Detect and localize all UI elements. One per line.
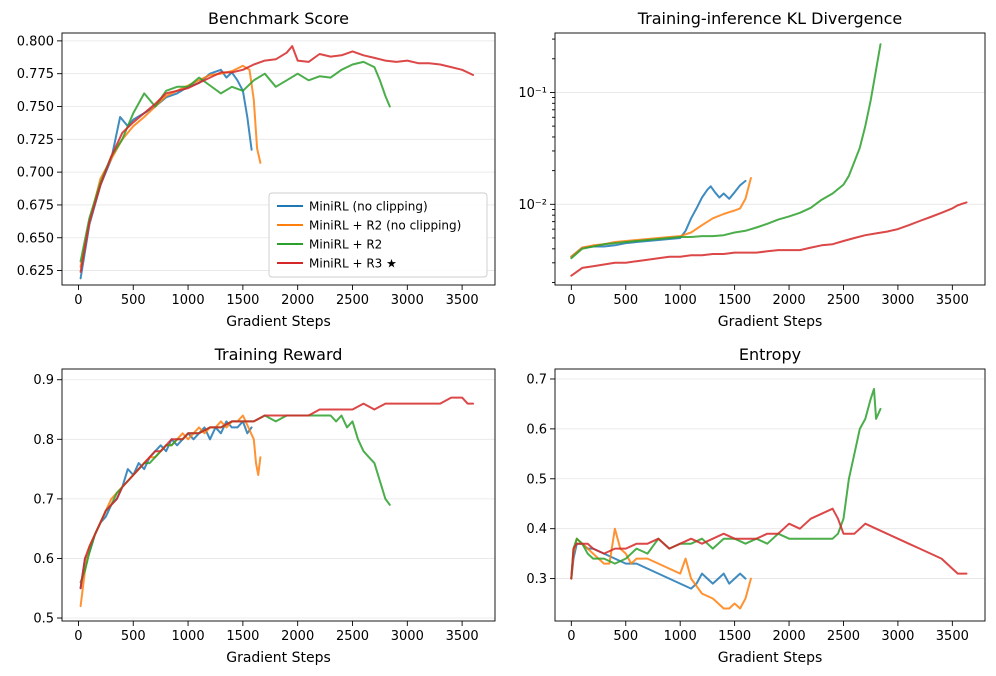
panel-entropy: Entropy Gradient Steps 0 500 1000 1500 2000 2… [526,345,986,666]
series-line-minirl-r3 [79,396,475,590]
y-tick-label: 0.3 [526,572,547,587]
series-line-minirl-r2 [79,60,391,263]
series-line-minirl-r2 [570,43,882,260]
y-tick-label: 10⁻¹ [518,86,547,101]
x-tick-label: 1500 [226,629,259,644]
panel-title: Entropy [739,345,801,364]
x-tick-label: 0 [567,629,575,644]
y-tick-label: 0.4 [526,522,547,537]
x-tick-label: 3500 [936,293,969,308]
x-tick-label: 3000 [391,629,424,644]
x-axis-label: Gradient Steps [226,314,331,330]
legend: MiniRL (no clipping) MiniRL + R2 (no clip… [268,192,488,278]
x-tick-label: 1000 [664,629,697,644]
series-line-minirl-r2-no-clipping [570,527,752,610]
x-tick-label: 2000 [773,293,806,308]
legend-box [268,192,488,278]
x-tick-label: 0 [74,293,82,308]
panel-kl-divergence: Training-inference KL Divergence Gradien… [518,9,986,330]
x-tick-label: 500 [613,629,638,644]
x-tick-label: 2500 [336,629,369,644]
x-tick-label: 3000 [881,629,914,644]
series-line-minirl-no-clipping [79,68,253,280]
series-line-minirl-no-clipping [570,179,747,258]
legend-label: MiniRL (no clipping) [309,200,428,214]
x-tick-label: 2500 [336,293,369,308]
y-tick-label: 0.9 [33,373,54,388]
x-tick-label: 500 [613,293,638,308]
y-tick-label: 0.6 [526,422,547,437]
series-line-minirl-r3 [570,201,968,277]
y-tick-label: 0.800 [17,34,54,49]
y-tick-label: 0.7 [526,372,547,387]
x-tick-label: 3000 [391,293,424,308]
panel-title: Benchmark Score [208,9,349,28]
plot-frame [554,368,986,622]
x-tick-label: 1000 [664,293,697,308]
y-tick-label: 0.625 [17,264,54,279]
x-tick-label: 2000 [773,629,806,644]
plot-frame [61,32,496,286]
x-axis-label: Gradient Steps [226,650,331,666]
panel-benchmark-score: Benchmark Score Gradient Steps 0 500 1000 1… [17,9,496,330]
y-tick-label: 0.775 [17,67,54,82]
series-line-minirl-r2-no-clipping [79,64,262,268]
x-tick-label: 2000 [281,293,314,308]
x-tick-label: 2500 [827,293,860,308]
y-tick-label: 0.750 [17,100,54,115]
y-tick-label: 0.7 [33,492,54,507]
y-tick-label: 0.700 [17,166,54,181]
x-tick-label: 3500 [446,293,479,308]
plot-frame [554,32,986,286]
legend-label: MiniRL + R2 [309,238,382,252]
x-axis-label: Gradient Steps [718,314,823,330]
x-tick-label: 2500 [827,629,860,644]
series-line-minirl-r3 [79,45,475,273]
panel-title: Training Reward [214,345,343,364]
y-tick-label: 0.5 [33,612,54,627]
legend-label: MiniRL + R3 ★ [309,257,397,271]
y-tick-label: 0.6 [33,552,54,567]
x-tick-label: 0 [74,629,82,644]
x-tick-label: 500 [121,293,146,308]
series-line-minirl-r2 [570,388,882,580]
x-tick-label: 1500 [718,629,751,644]
x-tick-label: 500 [121,629,146,644]
y-tick-label: 0.725 [17,133,54,148]
x-tick-label: 0 [567,293,575,308]
y-tick-label: 10⁻² [518,198,547,213]
panel-training-reward: Training Reward Gradient Steps 0 500 1000 1… [33,345,496,666]
x-tick-label: 1500 [718,293,751,308]
x-axis-label: Gradient Steps [718,650,823,666]
x-tick-label: 3000 [881,293,914,308]
x-tick-label: 3500 [936,629,969,644]
x-tick-label: 1000 [172,293,205,308]
series-line-minirl-r3 [570,507,968,580]
y-tick-label: 0.675 [17,198,54,213]
x-tick-label: 2000 [281,629,314,644]
legend-label: MiniRL + R2 (no clipping) [309,219,461,233]
plot-frame [61,368,496,622]
y-tick-label: 0.650 [17,231,54,246]
x-tick-label: 1000 [172,629,205,644]
x-tick-label: 3500 [446,629,479,644]
y-tick-label: 0.8 [33,433,54,448]
y-tick-label: 0.5 [526,472,547,487]
panel-title: Training-inference KL Divergence [637,9,903,28]
x-tick-label: 1500 [226,293,259,308]
